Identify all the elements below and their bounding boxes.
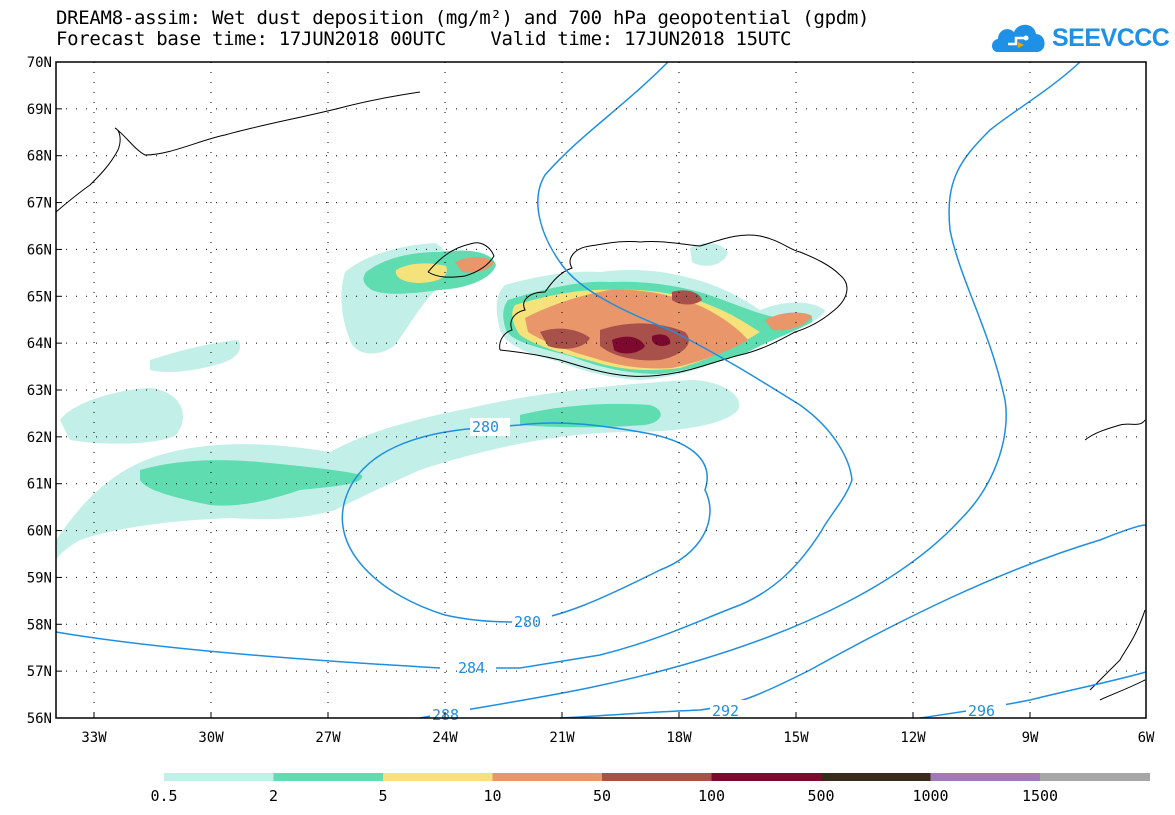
geopotential-contours [56,61,1147,719]
lat-label: 60N [27,524,52,540]
lon-label: 18W [666,730,692,746]
contour-ridge [495,61,853,669]
contour-288 [419,61,1081,719]
iceland-coast [499,234,848,377]
contour-label-296: 296 [968,702,995,720]
dust-deposition-fields [56,243,825,560]
coastlines [55,91,1146,701]
latitude-labels: 70N 69N 68N 67N 66N 65N 64N 63N 62N 61N 60N 59N 58N 5… [27,55,52,727]
lat-label: 56N [27,711,52,727]
lat-label: 61N [27,477,52,493]
contour-296 [919,671,1147,719]
lat-label: 62N [27,430,52,446]
contour-label-292: 292 [712,702,739,720]
greenland-coast [55,91,421,213]
westfjords-coast [427,242,495,278]
logo-text: SEEVCCC [1052,24,1170,52]
lon-label: 12W [900,730,926,746]
dust-area-west-strip [150,340,241,373]
lat-label: 70N [27,55,52,71]
longitude-labels: 33W 30W 27W 24W 21W 18W 15W 12W 9W 6W [81,730,1155,746]
lat-label: 69N [27,102,52,118]
map-title: DREAM8-assim: Wet dust deposition (mg/m²… [56,7,870,29]
lat-label: 58N [27,617,52,633]
dust-area-north-iceland [690,243,728,266]
lon-label: 9W [1022,730,1039,746]
dust-area-maroon-iceland [612,334,671,354]
contour-292 [559,524,1147,719]
dust-area-orange-southeast [765,312,812,331]
lat-label: 63N [27,383,52,399]
lon-label: 21W [549,730,575,746]
contour-label-288: 288 [432,706,459,724]
lon-label: 15W [783,730,809,746]
lat-label: 66N [27,242,52,258]
lon-label: 30W [198,730,224,746]
map-subtitle: Forecast base time: 17JUN2018 00UTC Vali… [56,28,792,50]
cloud-icon [992,24,1045,52]
dust-area-yellow-westfjords [395,263,447,283]
contour-284 [56,632,495,668]
lon-label: 24W [432,730,458,746]
contour-label-284: 284 [458,659,485,677]
lon-label: 6W [1138,730,1155,746]
lat-label: 57N [27,664,52,680]
dust-area-orange-west [455,257,494,273]
lat-label: 64N [27,336,52,352]
dust-area-green-south [140,460,363,506]
contour-label-280-lower: 280 [514,613,541,631]
lon-label: 27W [315,730,341,746]
contour-280 [341,422,711,623]
graticule [56,61,1147,719]
lat-label: 67N [27,196,52,212]
lat-label: 65N [27,289,52,305]
dust-area-green-strip [520,403,661,428]
dust-area-west-patch [60,388,183,444]
norway-coast [1084,419,1146,701]
seevccc-logo: SEEVCCC [988,18,1170,60]
lon-label: 33W [81,730,107,746]
contour-label-280-upper: 280 [472,418,499,436]
contour-labels: 280 280 284 288 292 296 [430,418,1006,724]
lat-label: 59N [27,570,52,586]
lat-label: 68N [27,149,52,165]
